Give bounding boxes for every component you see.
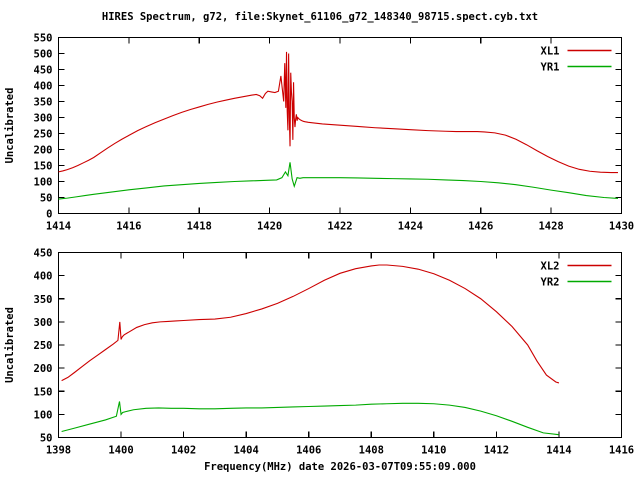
y-tick-label: 0 xyxy=(46,209,52,221)
x-tick-label: 1406 xyxy=(296,445,321,457)
y-tick-label: 400 xyxy=(34,271,53,283)
y-tick-label: 500 xyxy=(34,49,53,61)
y-tick-label: 50 xyxy=(40,433,53,445)
y-tick-label: 200 xyxy=(34,145,53,157)
series-line-xl2 xyxy=(61,264,560,384)
x-tick-label: 1416 xyxy=(609,445,634,457)
panel-top: 0 50 100 150 200 250 300 350 400 450 500 550 1414 141… xyxy=(4,33,634,233)
y-tick-label: 300 xyxy=(34,317,53,329)
legend-label-xl2: XL2 xyxy=(541,261,560,273)
panel-bottom: 50 100 150 200 250 300 350 400 450 1398 1400 1402 14… xyxy=(4,248,634,457)
y-tick-label: 150 xyxy=(34,161,53,173)
x-tick-label: 1426 xyxy=(468,221,493,233)
y-tick-label: 400 xyxy=(34,81,53,93)
x-tick-label: 1416 xyxy=(116,221,141,233)
x-tick-label: 1420 xyxy=(257,221,282,233)
x-tick-label: 1414 xyxy=(546,445,571,457)
x-tick-label: 1398 xyxy=(46,445,71,457)
x-tick-label: 1430 xyxy=(609,221,634,233)
y-axis-label: Uncalibrated xyxy=(4,88,16,164)
x-tick-label: 1428 xyxy=(538,221,563,233)
y-axis-label: Uncalibrated xyxy=(4,307,16,383)
y-tick-label: 250 xyxy=(34,129,53,141)
y-tick-label: 450 xyxy=(34,65,53,77)
series-line-xl1 xyxy=(58,51,618,174)
x-tick-label: 1408 xyxy=(359,445,384,457)
x-tick-label: 1404 xyxy=(234,445,259,457)
legend-label-yr2: YR2 xyxy=(541,277,560,289)
y-tick-label: 350 xyxy=(34,294,53,306)
x-axis-label: Frequency(MHz) date 2026-03-07T09:55:09.… xyxy=(204,461,476,473)
series-line-yr1 xyxy=(58,162,619,200)
y-tick-label: 550 xyxy=(34,33,53,45)
y-tick-label: 300 xyxy=(34,113,53,125)
y-tick-label: 200 xyxy=(34,363,53,375)
figure-title: HIRES Spectrum, g72, file:Skynet_61106_g… xyxy=(102,11,538,23)
y-tick-label: 150 xyxy=(34,386,53,398)
y-tick-label: 350 xyxy=(34,97,53,109)
x-tick-label: 1412 xyxy=(484,445,509,457)
series-line-yr2 xyxy=(61,401,560,436)
legend-label-yr1: YR1 xyxy=(541,62,560,74)
y-tick-label: 250 xyxy=(34,340,53,352)
y-tick-label: 100 xyxy=(34,177,53,189)
x-tick-label: 1418 xyxy=(187,221,212,233)
x-tick-label: 1410 xyxy=(421,445,446,457)
legend-label-xl1: XL1 xyxy=(541,46,560,58)
y-tick-label: 100 xyxy=(34,409,53,421)
x-tick-label: 1402 xyxy=(171,445,196,457)
x-tick-label: 1414 xyxy=(46,221,71,233)
x-tick-label: 1400 xyxy=(108,445,133,457)
x-tick-label: 1424 xyxy=(398,221,423,233)
y-tick-label: 50 xyxy=(40,193,53,205)
x-tick-label: 1422 xyxy=(327,221,352,233)
y-tick-label: 450 xyxy=(34,248,53,260)
